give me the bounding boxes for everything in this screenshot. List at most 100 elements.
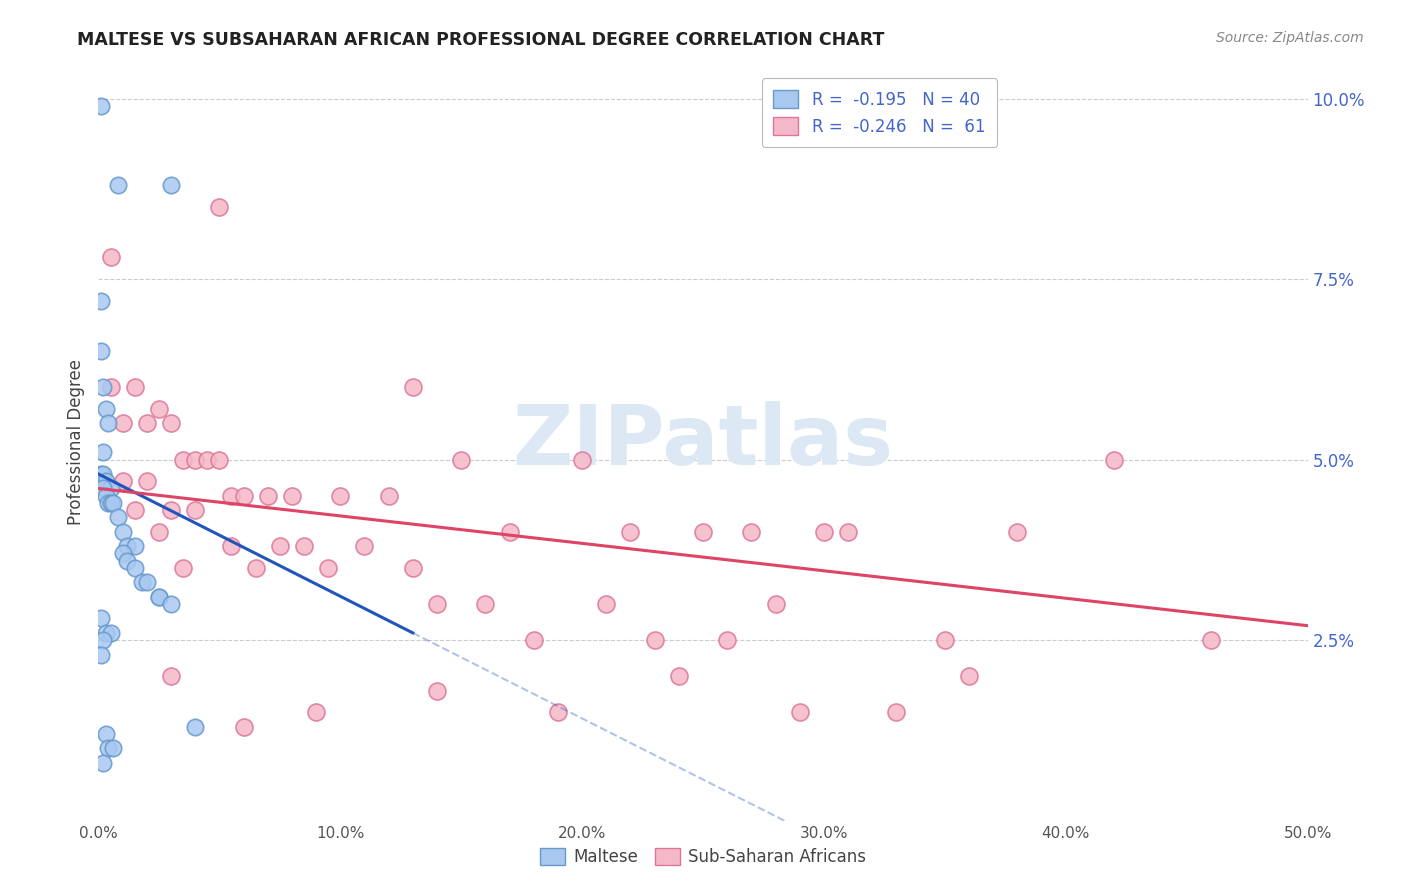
Point [97,496,120,510]
Point [100,482,122,496]
Point [316,561,339,575]
Point [94,489,117,503]
Text: Source: ZipAtlas.com: Source: ZipAtlas.com [1216,31,1364,45]
Point [232,489,254,503]
Point [91,380,114,394]
Point [107,510,129,524]
Point [402,561,425,575]
Point [426,683,449,698]
Point [256,489,278,503]
Point [100,496,122,510]
Point [101,741,124,756]
Point [117,539,139,553]
Point [1007,524,1029,539]
Point [498,524,520,539]
Point [595,597,617,611]
Point [837,524,859,539]
Point [90,611,112,625]
Point [94,402,117,417]
Point [934,633,956,648]
Point [329,489,352,503]
Point [100,380,122,394]
Point [135,575,157,590]
Point [91,633,114,648]
Point [135,417,157,431]
Point [94,475,117,489]
Point [377,489,399,503]
Point [245,561,267,575]
Point [135,475,157,489]
Text: ZIPatlas: ZIPatlas [513,401,893,482]
Point [124,503,146,517]
Point [91,445,114,459]
Point [111,417,134,431]
Point [184,452,207,467]
Point [90,293,112,308]
Point [90,99,112,113]
Point [740,524,762,539]
Point [160,669,183,683]
Point [692,524,714,539]
Legend: Maltese, Sub-Saharan Africans: Maltese, Sub-Saharan Africans [533,841,873,873]
Point [172,452,194,467]
Point [148,402,170,417]
Point [886,706,908,720]
Point [813,524,835,539]
Point [474,597,496,611]
Point [195,452,218,467]
Point [1102,452,1125,467]
Point [94,727,117,741]
Point [97,417,120,431]
Point [91,467,114,481]
Point [107,178,129,193]
Point [148,590,170,604]
Point [148,524,170,539]
Point [184,720,207,734]
Point [402,380,425,394]
Point [94,626,117,640]
Point [124,380,146,394]
Point [221,489,243,503]
Point [124,561,146,575]
Point [90,467,112,481]
Point [765,597,787,611]
Point [644,633,666,648]
Point [619,524,641,539]
Point [160,417,183,431]
Point [90,648,112,662]
Y-axis label: Professional Degree: Professional Degree [67,359,86,524]
Point [91,756,114,770]
Point [111,524,134,539]
Point [208,452,231,467]
Point [124,539,146,553]
Point [450,452,472,467]
Point [91,482,114,496]
Point [90,344,112,359]
Point [957,669,980,683]
Point [160,503,183,517]
Point [269,539,291,553]
Point [668,669,690,683]
Point [789,706,811,720]
Point [305,706,328,720]
Point [131,575,153,590]
Point [160,178,183,193]
Point [148,590,170,604]
Point [117,554,139,568]
Point [184,503,207,517]
Point [101,496,124,510]
Point [292,539,315,553]
Point [426,597,449,611]
Point [716,633,738,648]
Point [1199,633,1222,648]
Point [160,597,183,611]
Point [111,475,134,489]
Point [232,720,254,734]
Point [100,251,122,265]
Point [281,489,304,503]
Point [523,633,546,648]
Point [97,741,120,756]
Point [547,706,569,720]
Point [571,452,593,467]
Point [100,626,122,640]
